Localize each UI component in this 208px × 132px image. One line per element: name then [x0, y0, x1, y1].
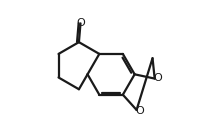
- Text: O: O: [76, 18, 85, 28]
- Text: O: O: [135, 106, 144, 116]
- Text: O: O: [153, 73, 162, 83]
